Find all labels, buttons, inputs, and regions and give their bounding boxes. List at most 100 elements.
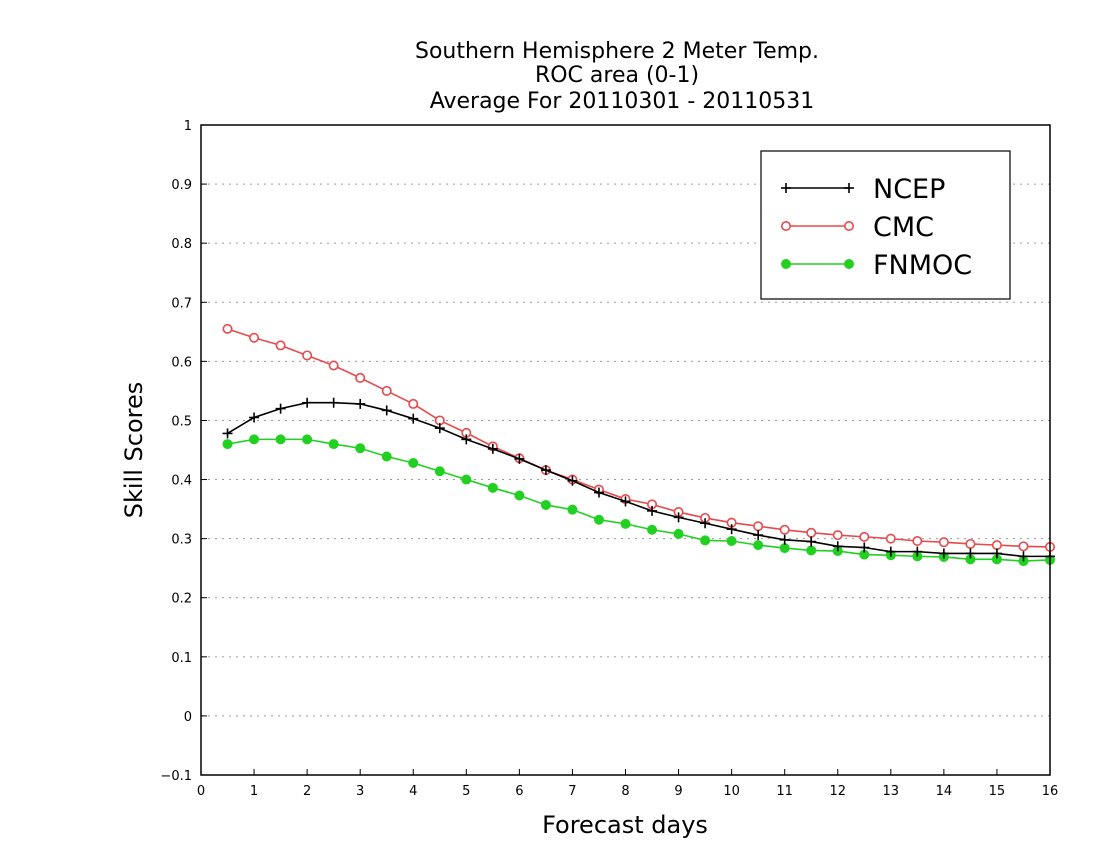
x-tick-label: 11 <box>776 784 793 799</box>
data-point-ncep <box>700 518 711 529</box>
x-tick-label: 6 <box>515 784 523 799</box>
data-point-ncep <box>302 397 313 408</box>
series-cmc <box>222 323 1056 552</box>
data-point-ncep <box>965 548 976 559</box>
series-line-cmc <box>227 328 1051 548</box>
data-point-cmc <box>965 538 976 549</box>
legend-marker <box>781 183 791 193</box>
x-tick-label: 12 <box>829 784 846 799</box>
data-point-ncep <box>673 512 684 523</box>
data-point-fnmoc <box>753 540 764 551</box>
y-tick-label: 0.1 <box>171 651 192 666</box>
data-point-fnmoc <box>487 482 498 493</box>
data-point-fnmoc <box>434 466 445 477</box>
x-tick-label: 9 <box>674 784 682 799</box>
data-point-ncep <box>540 465 551 476</box>
data-point-fnmoc <box>461 474 472 485</box>
y-tick-label: 0.9 <box>171 178 192 193</box>
grid-lines <box>201 183 1050 717</box>
data-point-fnmoc <box>620 518 631 529</box>
data-point-ncep <box>832 541 843 552</box>
x-tick-label: 13 <box>883 784 900 799</box>
data-point-fnmoc <box>806 545 817 556</box>
data-point-fnmoc <box>355 443 366 454</box>
data-point-cmc <box>355 372 366 383</box>
y-tick-label: 0.5 <box>171 414 192 429</box>
data-point-ncep <box>514 453 525 464</box>
chart-title-line-1: Southern Hemisphere 2 Meter Temp. <box>415 39 819 64</box>
data-point-ncep <box>620 496 631 507</box>
data-point-cmc <box>275 340 286 351</box>
legend-item-cmc: CMC <box>780 212 934 243</box>
x-axis-ticks: 0 1 2 3 4 5 6 7 8 9 10 11 12 13 14 15 16 <box>197 769 1058 799</box>
data-point-fnmoc <box>726 536 737 546</box>
data-point-ncep <box>593 487 604 498</box>
y-tick-label: −0.1 <box>160 769 192 784</box>
data-point-fnmoc <box>593 514 604 525</box>
data-point-fnmoc <box>700 535 711 546</box>
data-point-ncep <box>487 443 498 454</box>
data-point-ncep <box>991 548 1002 559</box>
data-point-fnmoc <box>222 439 233 450</box>
x-tick-label: 8 <box>621 784 629 799</box>
y-axis-label: Skill Scores <box>120 382 148 519</box>
data-point-fnmoc <box>381 451 392 462</box>
data-point-ncep <box>434 423 445 434</box>
data-point-cmc <box>753 521 764 532</box>
data-point-fnmoc <box>408 458 419 468</box>
series-ncep <box>222 397 1055 562</box>
data-point-cmc <box>938 537 949 548</box>
legend-label-ncep: NCEP <box>873 174 945 205</box>
y-tick-label: 0.8 <box>171 237 192 252</box>
y-tick-label: 0.2 <box>171 592 192 607</box>
data-point-fnmoc <box>302 434 313 445</box>
data-point-fnmoc <box>328 439 339 450</box>
data-point-ncep <box>912 546 923 557</box>
x-tick-label: 16 <box>1042 784 1059 799</box>
data-point-ncep <box>938 548 949 559</box>
data-point-cmc <box>302 350 313 361</box>
legend-marker <box>780 221 791 232</box>
y-tick-label: 1 <box>184 119 192 134</box>
x-tick-label: 5 <box>462 784 470 799</box>
data-point-cmc <box>222 323 233 334</box>
y-tick-label: 0.4 <box>171 474 192 489</box>
data-point-ncep <box>275 403 286 414</box>
legend-marker <box>781 259 791 269</box>
data-point-cmc <box>832 530 843 541</box>
x-tick-label: 3 <box>356 784 364 799</box>
data-point-fnmoc <box>673 528 684 539</box>
y-tick-label: 0.7 <box>171 296 192 311</box>
chart-title: Southern Hemisphere 2 Meter Temp. ROC ar… <box>415 39 819 114</box>
data-point-cmc <box>991 540 1002 551</box>
data-point-ncep <box>647 505 658 516</box>
data-point-ncep <box>806 536 817 547</box>
series-fnmoc <box>222 434 1055 567</box>
y-tick-label: 0 <box>184 710 192 725</box>
data-point-fnmoc <box>779 543 790 554</box>
x-tick-label: 4 <box>409 784 417 799</box>
x-axis-label: Forecast days <box>542 811 708 839</box>
y-tick-label: 0.3 <box>171 533 192 548</box>
legend-marker <box>844 259 854 269</box>
legend-item-ncep: NCEP <box>781 174 945 205</box>
data-point-cmc <box>249 332 260 343</box>
data-point-ncep <box>567 475 578 486</box>
data-point-ncep <box>461 434 472 445</box>
data-point-cmc <box>806 527 817 538</box>
data-point-ncep <box>222 428 233 439</box>
data-point-fnmoc <box>514 490 525 501</box>
data-point-cmc <box>328 360 339 371</box>
x-tick-label: 10 <box>723 784 740 799</box>
data-point-cmc <box>779 524 790 535</box>
x-tick-label: 14 <box>936 784 953 799</box>
chart-title-line-3: Average For 20110301 - 20110531 <box>430 89 815 114</box>
data-point-ncep <box>885 546 896 557</box>
y-axis-ticks: −0.1 0 0.1 0.2 0.3 0.4 0.5 0.6 0.7 0.8 0.9 1 <box>160 119 207 784</box>
data-point-fnmoc <box>249 434 260 445</box>
data-point-cmc <box>912 535 923 546</box>
data-point-cmc <box>408 398 419 409</box>
x-tick-label: 1 <box>250 784 258 799</box>
